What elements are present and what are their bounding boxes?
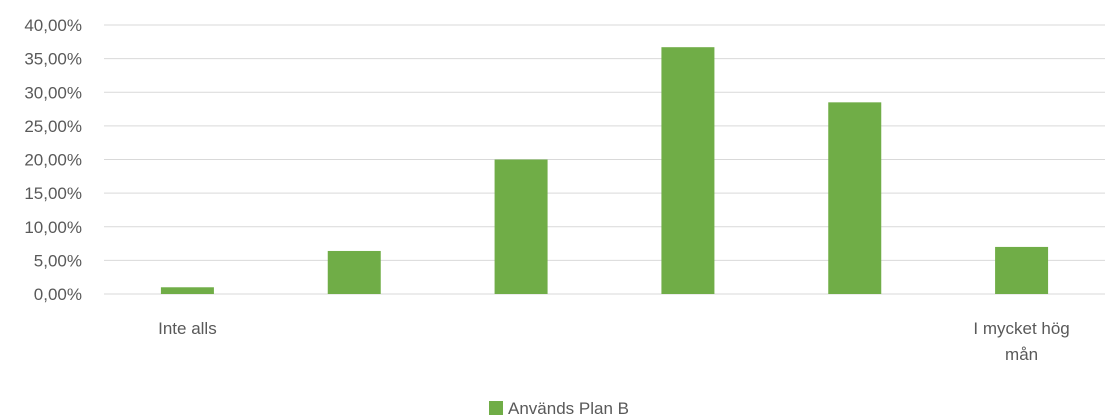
bar-5	[828, 102, 882, 295]
x-category-label: Inte alls	[158, 319, 217, 338]
bars	[160, 47, 1049, 295]
y-tick-label: 25,00%	[24, 117, 82, 136]
y-tick-label: 0,00%	[34, 285, 82, 304]
y-tick-label: 10,00%	[24, 218, 82, 237]
bar-6	[995, 246, 1049, 294]
legend: Används Plan B	[489, 399, 629, 418]
legend-swatch-anvands-plan-b	[489, 401, 503, 415]
y-tick-label: 30,00%	[24, 83, 82, 102]
bar-4	[661, 47, 715, 294]
y-tick-label: 5,00%	[34, 251, 82, 270]
y-tick-label: 40,00%	[24, 16, 82, 35]
y-tick-label: 20,00%	[24, 151, 82, 170]
x-axis-category-labels: Inte alls I mycket hög mån	[158, 319, 1070, 364]
y-tick-label: 35,00%	[24, 50, 82, 69]
gridlines	[104, 24, 1105, 295]
x-category-label: I mycket hög mån	[973, 319, 1069, 364]
bar-3	[494, 159, 548, 294]
legend-label: Används Plan B	[508, 399, 629, 418]
y-axis-tick-labels: 0,00% 5,00% 10,00% 15,00% 20,00% 25,00% 30,00%…	[24, 16, 82, 304]
bar-1	[160, 287, 214, 294]
bar-2	[327, 250, 381, 294]
y-tick-label: 15,00%	[24, 184, 82, 203]
